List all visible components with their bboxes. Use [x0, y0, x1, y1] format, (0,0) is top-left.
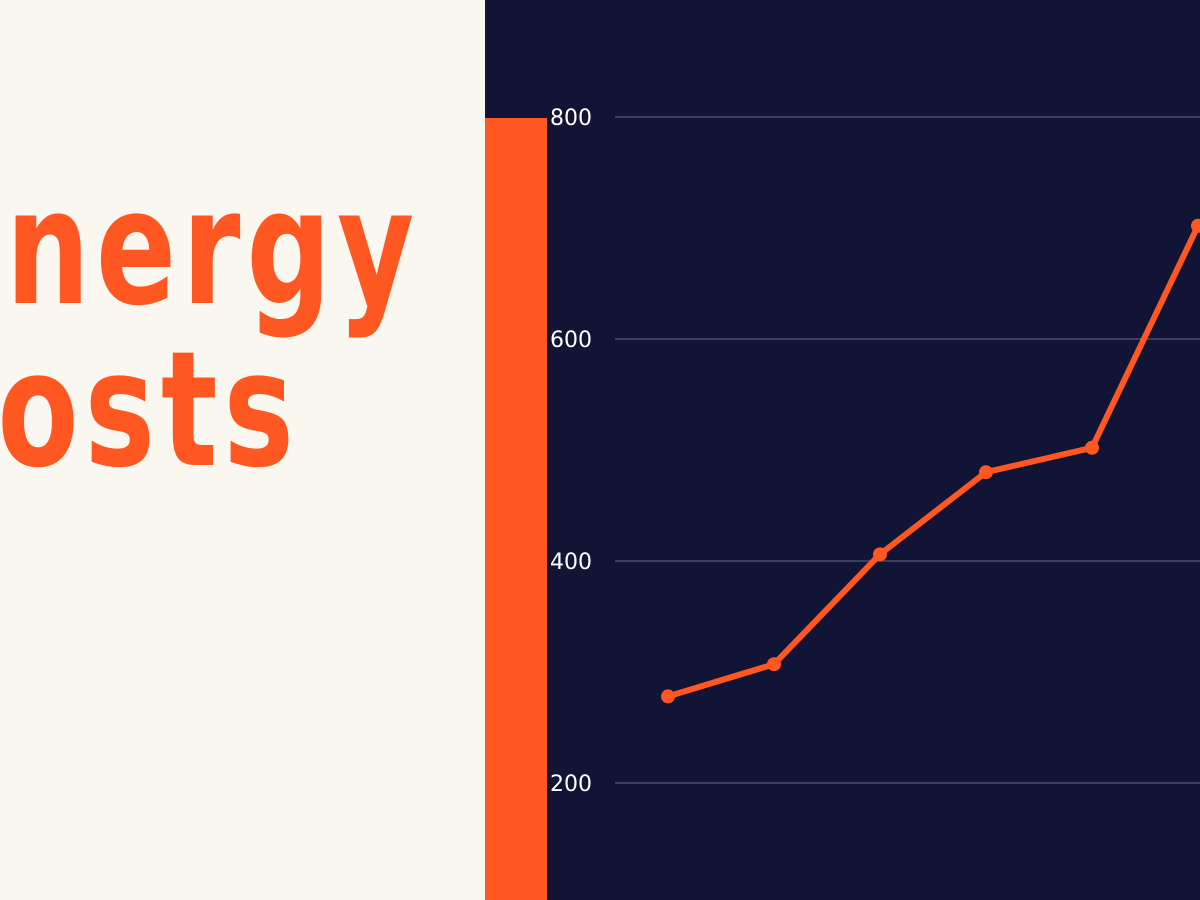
accent-bar	[485, 118, 547, 900]
title-panel: nergy osts	[0, 0, 485, 900]
grid-layer	[615, 116, 1200, 784]
data-point-4	[979, 465, 993, 480]
data-point-2	[767, 657, 781, 672]
data-point-6	[1191, 218, 1200, 233]
data-point-1	[661, 689, 675, 704]
data-point-3	[873, 547, 887, 562]
series-layer	[661, 218, 1200, 704]
y-tick-labels: 200 400 600 800	[550, 106, 592, 797]
series-line-0	[665, 222, 1200, 700]
y-tick-label: 400	[550, 550, 592, 575]
y-tick-label: 600	[550, 328, 592, 353]
data-point-5	[1085, 440, 1099, 455]
headline-line-2: osts	[0, 316, 300, 503]
headline-line-1: nergy	[5, 154, 420, 341]
y-tick-label: 200	[550, 772, 592, 797]
y-tick-label: 800	[550, 106, 592, 131]
